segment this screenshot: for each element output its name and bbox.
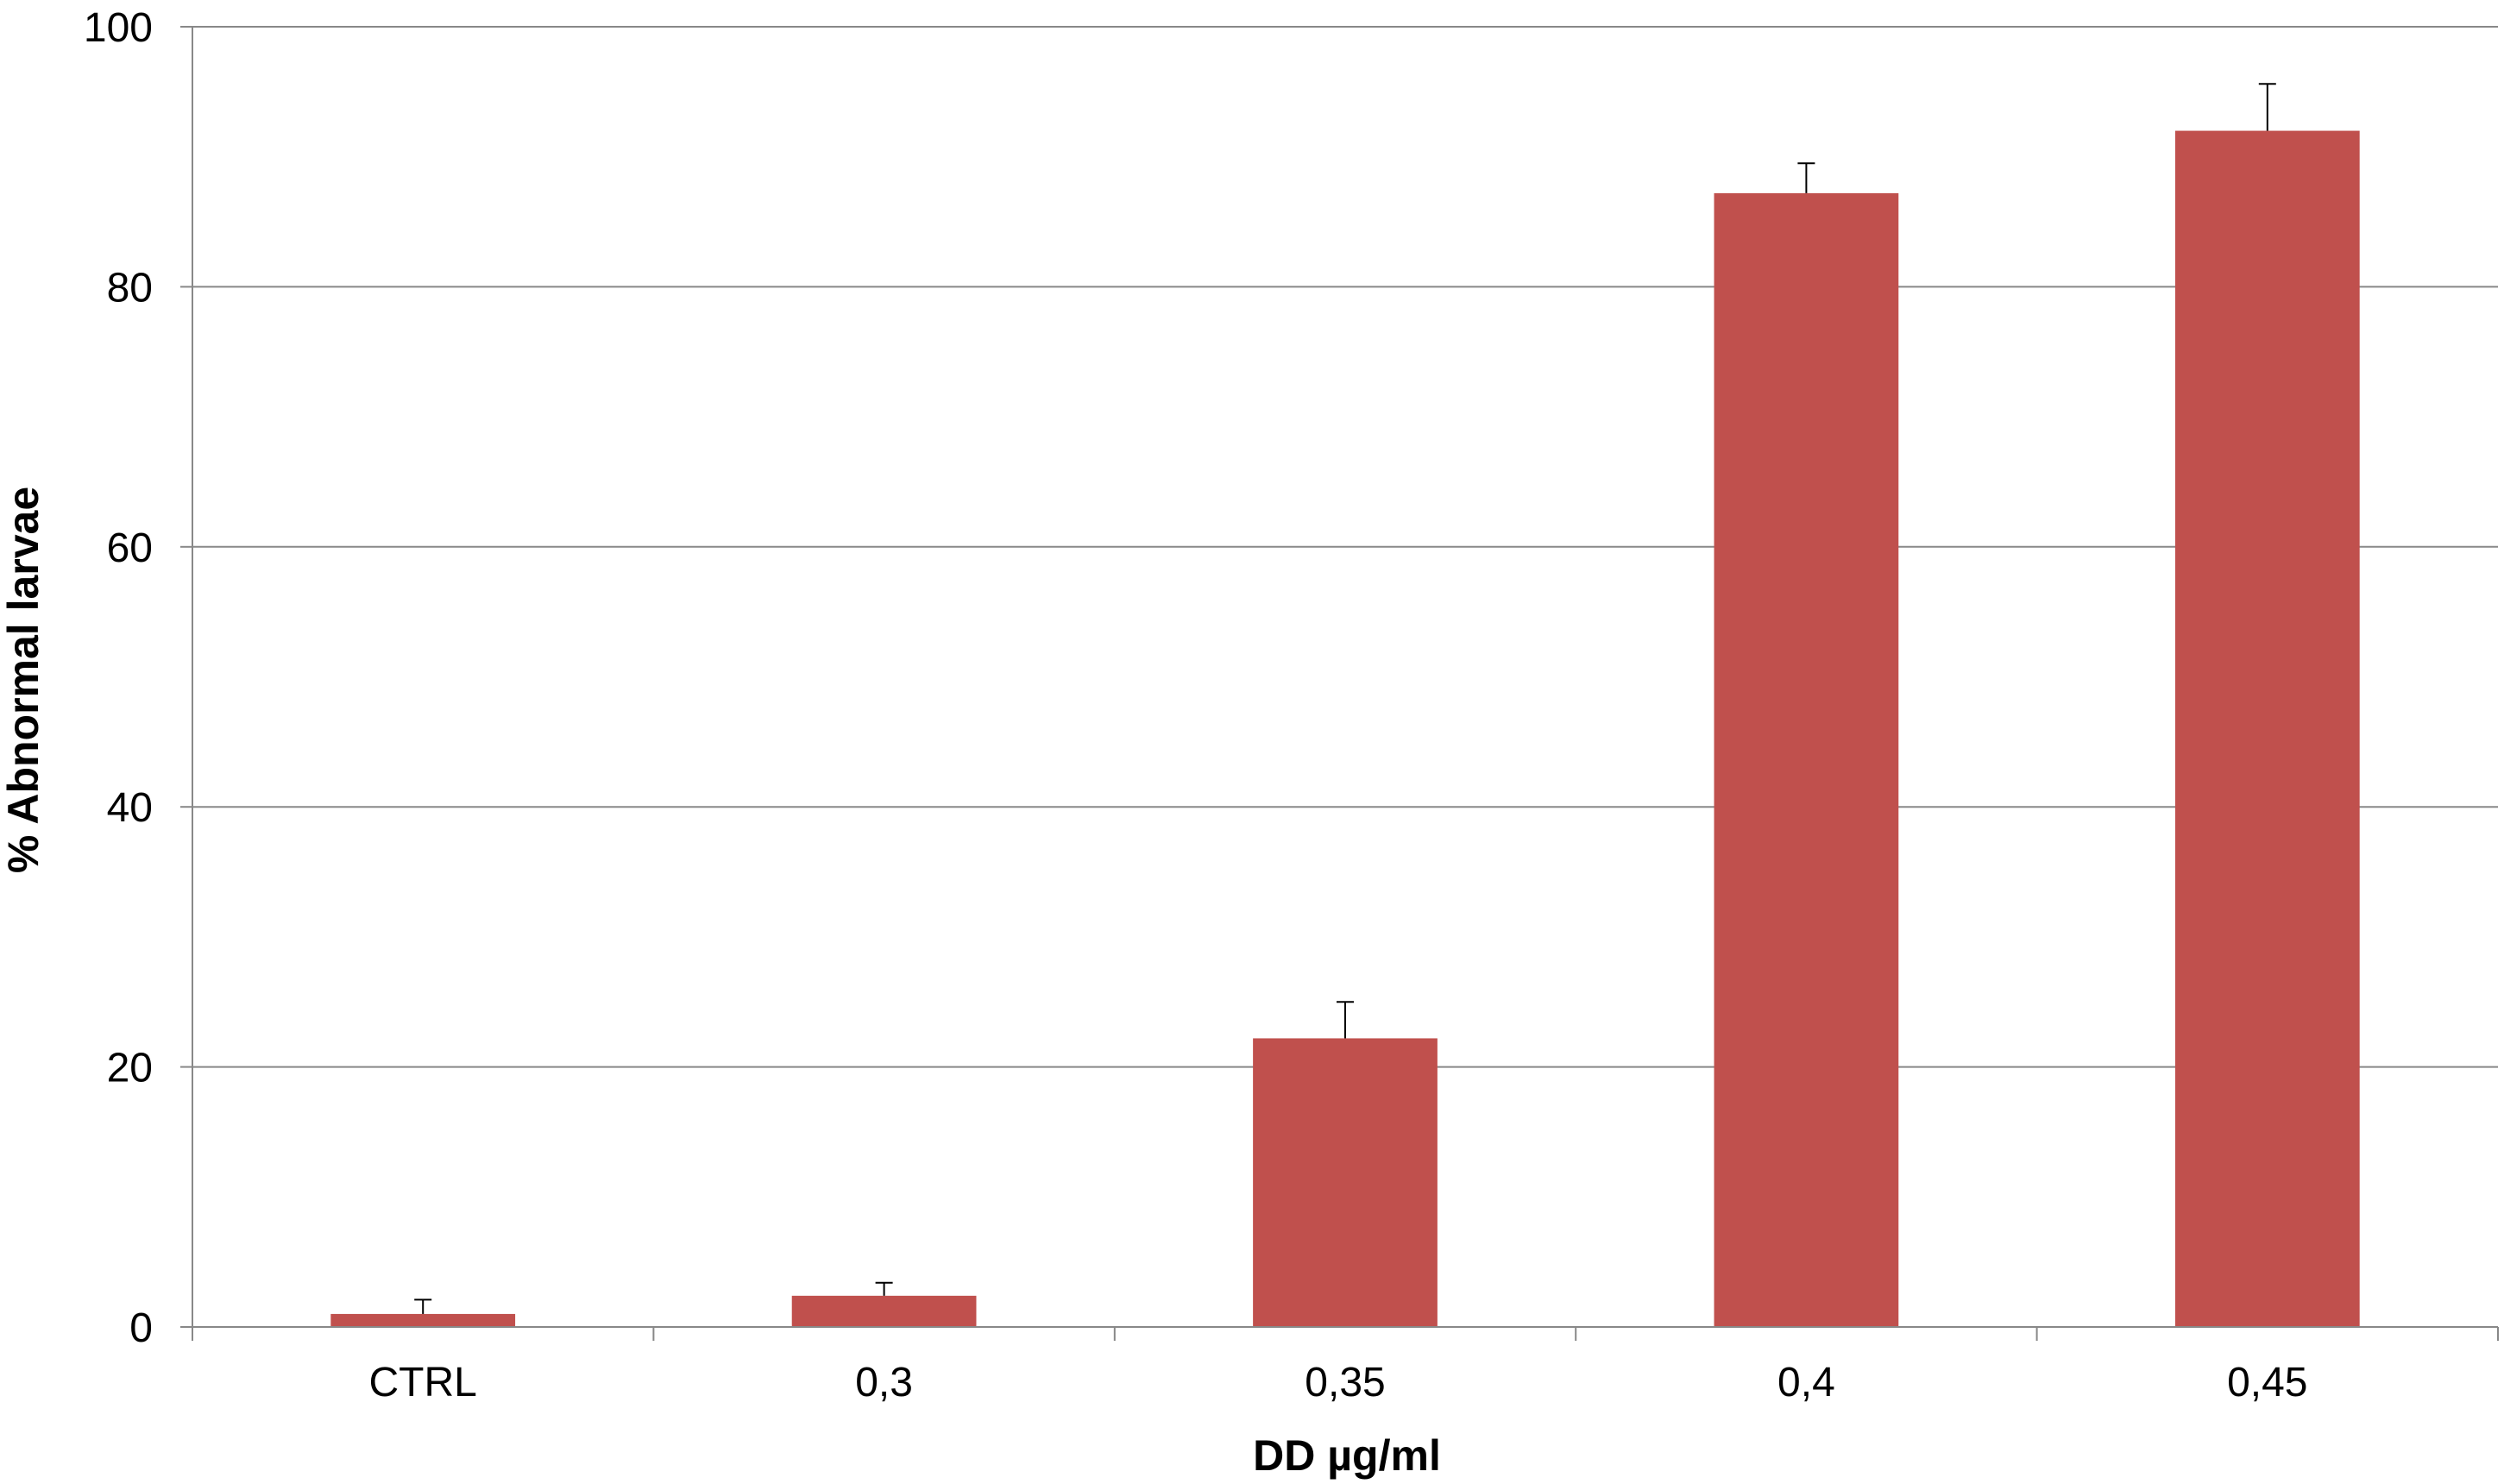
y-axis-title: % Abnormal larvae	[0, 487, 47, 873]
bar	[791, 1295, 977, 1327]
x-axis-title: DD µg/ml	[1253, 1431, 1441, 1480]
y-tick-label: 100	[84, 5, 153, 51]
gridlines	[192, 26, 2498, 1068]
x-tick-label: 0,35	[1305, 1360, 1385, 1405]
error-bar	[875, 1281, 893, 1296]
y-tick-label: 80	[107, 265, 153, 311]
error-bar	[1797, 162, 1815, 193]
y-tick-label: 40	[107, 785, 153, 831]
y-tick-label: 60	[107, 525, 153, 571]
y-tick-label: 0	[129, 1305, 153, 1351]
error-bar	[1337, 1001, 1354, 1039]
x-tick-label: 0,4	[1777, 1360, 1835, 1405]
axes	[180, 26, 2499, 1341]
x-tick-label: 0,45	[2227, 1360, 2307, 1405]
y-tick-labels: 0 20 40 60 80 100	[84, 5, 153, 1351]
x-tick-labels: CTRL 0,3 0,35 0,4 0,45	[369, 1360, 2308, 1405]
x-tick-label: 0,3	[855, 1360, 913, 1405]
error-bars	[414, 83, 2276, 1314]
error-bar	[414, 1298, 432, 1314]
y-tick-label: 20	[107, 1046, 153, 1091]
bar	[1714, 192, 1899, 1327]
bars	[330, 130, 2360, 1327]
bar	[2174, 130, 2360, 1327]
x-tick-label: CTRL	[369, 1360, 477, 1405]
bar	[330, 1313, 516, 1327]
error-bar	[2258, 83, 2276, 131]
bar	[1253, 1038, 1438, 1327]
